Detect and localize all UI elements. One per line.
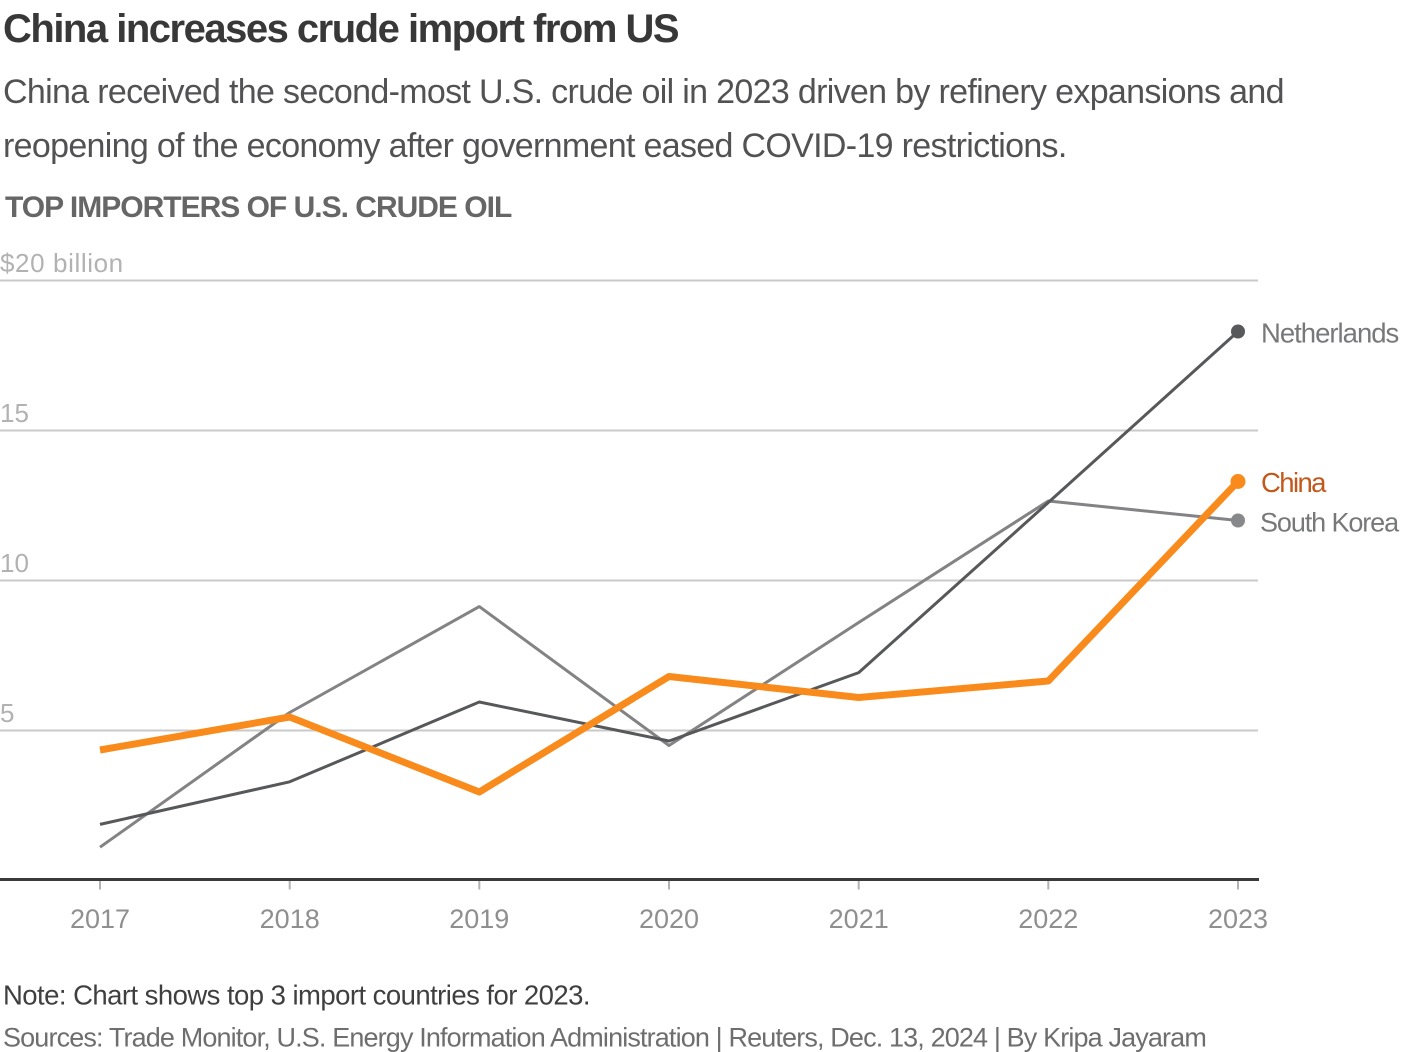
svg-text:Sources: Trade Monitor, U.S. E: Sources: Trade Monitor, U.S. Energy Info… — [3, 1023, 1206, 1052]
svg-text:2020: 2020 — [639, 904, 699, 934]
svg-text:China increases crude import f: China increases crude import from US — [3, 7, 679, 51]
svg-text:2017: 2017 — [70, 904, 130, 934]
svg-text:2019: 2019 — [449, 904, 509, 934]
svg-text:Netherlands: Netherlands — [1261, 318, 1399, 349]
svg-text:South Korea: South Korea — [1260, 508, 1400, 538]
svg-text:TOP IMPORTERS OF U.S. CRUDE OI: TOP IMPORTERS OF U.S. CRUDE OIL — [5, 191, 512, 224]
svg-text:2023: 2023 — [1208, 904, 1268, 934]
svg-text:2022: 2022 — [1018, 904, 1078, 934]
svg-text:China received the second-most: China received the second-most U.S. crud… — [3, 73, 1284, 111]
svg-text:2021: 2021 — [829, 904, 889, 934]
svg-text:China: China — [1261, 467, 1327, 498]
svg-text:15: 15 — [0, 398, 29, 428]
svg-text:10: 10 — [0, 548, 29, 578]
svg-text:5: 5 — [0, 698, 14, 728]
svg-text:reopening of the economy after: reopening of the economy after governmen… — [3, 127, 1067, 165]
svg-text:$20 billion: $20 billion — [0, 248, 124, 278]
svg-text:Note: Chart shows top 3 import: Note: Chart shows top 3 import countries… — [3, 980, 590, 1011]
svg-text:2018: 2018 — [260, 904, 320, 934]
